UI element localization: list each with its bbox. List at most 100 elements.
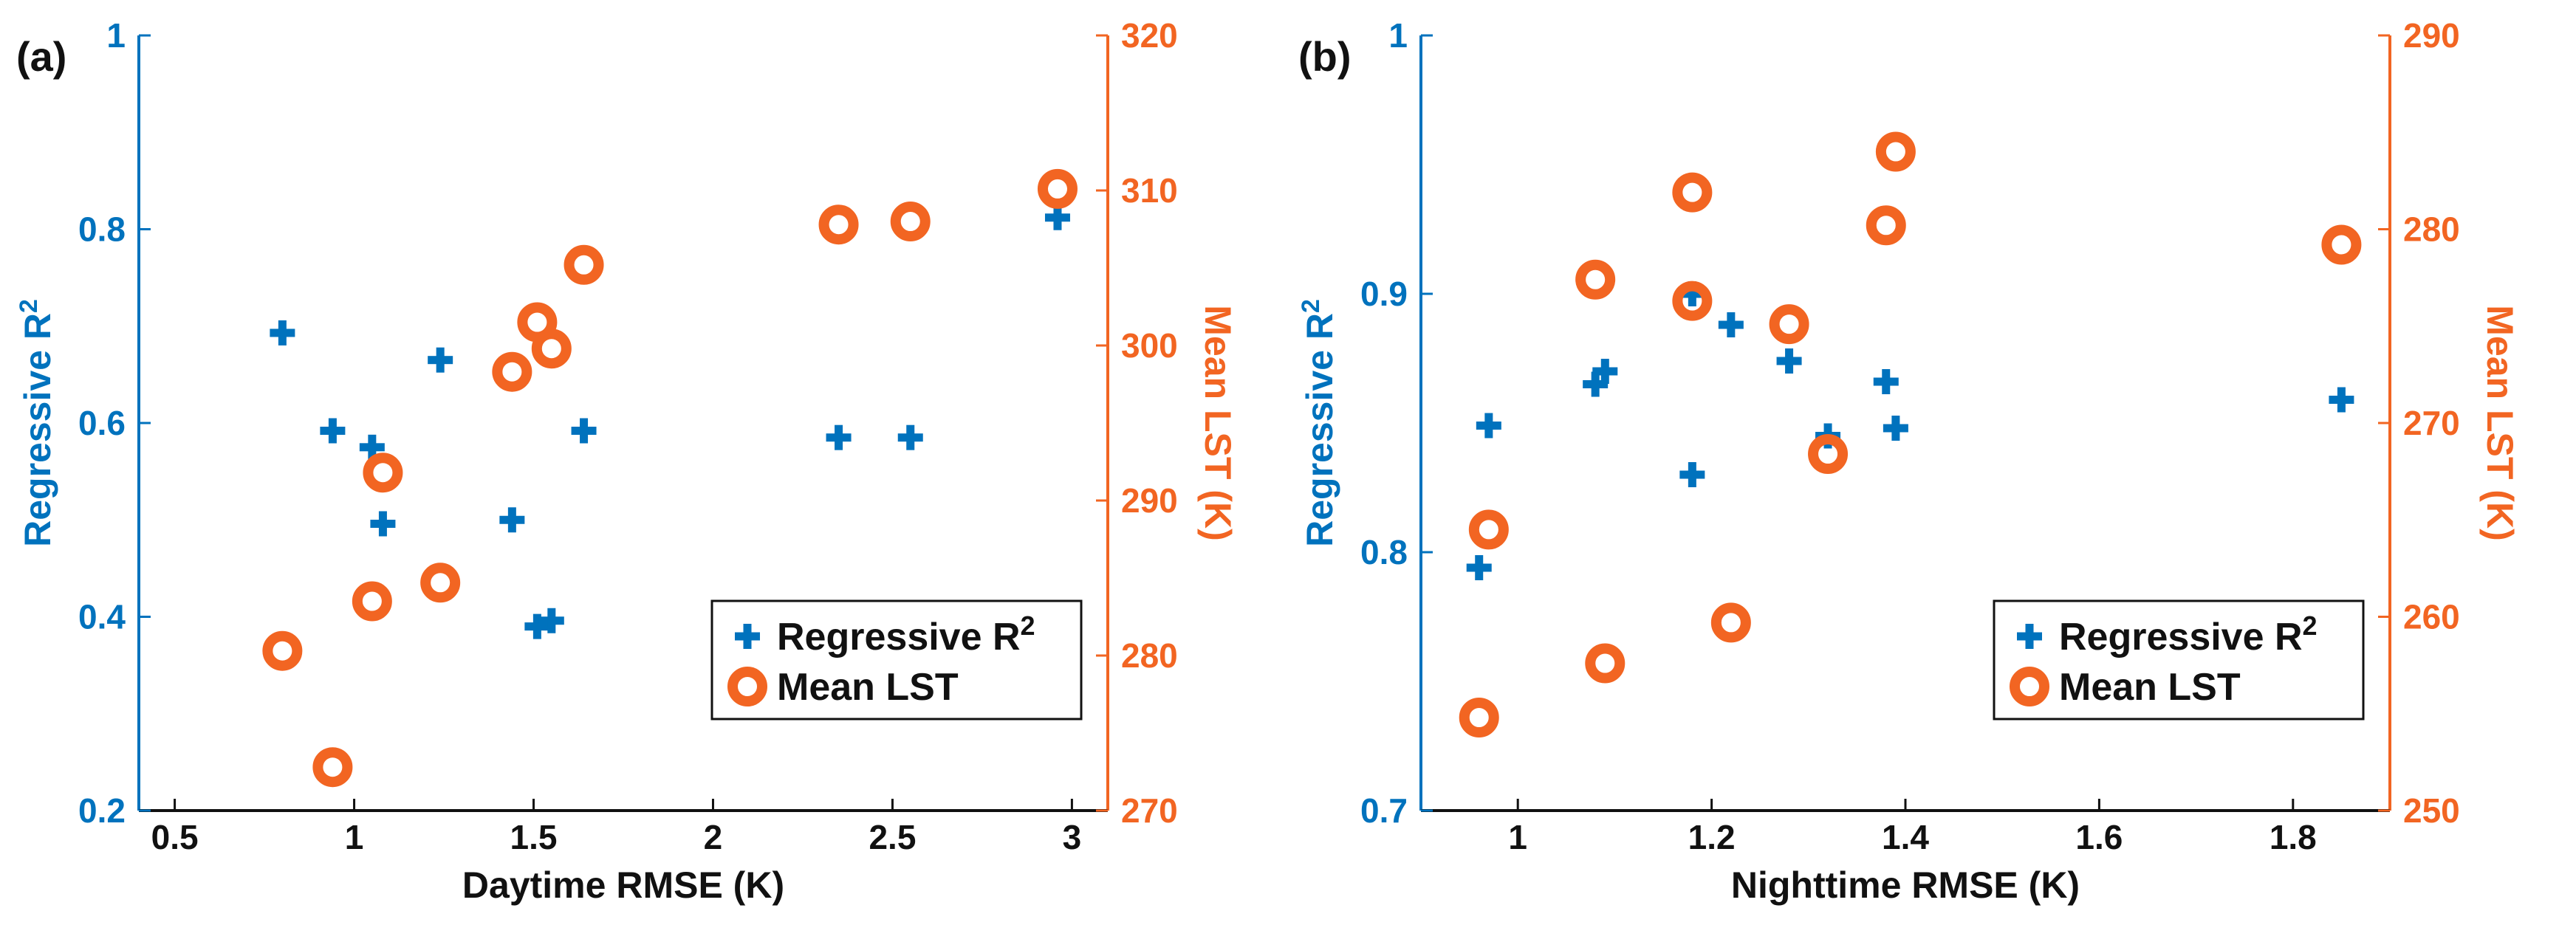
right-y-tick-label: 280 bbox=[1121, 636, 1178, 675]
lst-point bbox=[564, 244, 604, 285]
lst-point bbox=[420, 563, 461, 603]
r2-point bbox=[428, 347, 453, 373]
lst-point bbox=[1875, 131, 1916, 172]
r2-point bbox=[1776, 348, 1802, 374]
left-y-tick-label: 0.4 bbox=[78, 598, 126, 636]
left-axis-title-text: Regressive R bbox=[1299, 313, 1340, 547]
r2-point bbox=[499, 507, 525, 533]
left-y-tick-label: 0.8 bbox=[1360, 533, 1408, 571]
x-tick-label: 1.8 bbox=[2270, 818, 2317, 856]
legend-lst-marker bbox=[727, 667, 767, 706]
left-axis-title-text: Regressive R bbox=[17, 313, 58, 547]
r2-point bbox=[571, 418, 597, 444]
legend-lst-marker bbox=[2010, 667, 2049, 706]
left-axis-title-superscript: 2 bbox=[1297, 299, 1325, 313]
panel-b: (b) 1 1.2 1.4 1.6 1.8 0.7 0.8 0.9 1 250 260 270 280 29… bbox=[1297, 16, 2521, 906]
r2-point bbox=[359, 434, 385, 460]
x-tick-label: 1.6 bbox=[2075, 818, 2123, 856]
x-axis-title: Daytime RMSE (K) bbox=[462, 864, 784, 906]
lst-point bbox=[1585, 643, 1626, 684]
data-markers bbox=[262, 168, 1078, 788]
lst-point bbox=[363, 453, 403, 493]
r2-point bbox=[826, 424, 852, 450]
r2-point bbox=[538, 608, 564, 633]
legend-r2-label: Regressive R2 bbox=[777, 611, 1035, 658]
right-y-tick-label: 290 bbox=[2403, 16, 2460, 55]
r2-point bbox=[1583, 371, 1609, 397]
left-axis-title-superscript: 2 bbox=[15, 299, 43, 313]
left-y-tick-label: 0.7 bbox=[1360, 791, 1408, 830]
panel-a: (a) 0.5 1 1.5 2 2.5 3 0.2 0.4 0.6 0.8 1 270 280 290 300… bbox=[15, 16, 1239, 906]
lst-point bbox=[818, 204, 859, 245]
r2-point bbox=[1592, 359, 1618, 384]
legend-r2-label-text: Regressive R bbox=[2059, 616, 2303, 658]
legend-box bbox=[710, 599, 1083, 721]
lst-point bbox=[1672, 172, 1713, 213]
lst-point bbox=[1710, 602, 1751, 643]
x-tick-label: 2 bbox=[704, 818, 723, 856]
right-y-tick-label: 290 bbox=[1121, 481, 1178, 520]
legend-r2-label: Regressive R2 bbox=[2059, 611, 2318, 658]
x-tick-label: 3 bbox=[1063, 818, 1082, 856]
legend: Regressive R2 Mean LST bbox=[710, 599, 1083, 721]
r2-point bbox=[1679, 281, 1705, 306]
lst-point bbox=[1808, 434, 1849, 474]
legend-box bbox=[1993, 599, 2365, 721]
panel-label: (b) bbox=[1298, 33, 1352, 80]
lst-point bbox=[1866, 205, 1906, 246]
r2-point bbox=[1476, 413, 1501, 439]
x-tick-label: 0.5 bbox=[151, 818, 199, 856]
x-tick-label: 2.5 bbox=[869, 818, 916, 856]
right-y-tick-label: 270 bbox=[1121, 791, 1178, 830]
lst-point bbox=[1037, 168, 1078, 209]
lst-point bbox=[312, 747, 353, 788]
right-y-tick-label: 310 bbox=[1121, 171, 1178, 210]
legend-r2-label-superscript: 2 bbox=[1021, 611, 1035, 641]
lst-point bbox=[1459, 698, 1499, 737]
right-axis-title: Mean LST (K) bbox=[2479, 305, 2521, 540]
r2-point bbox=[370, 511, 396, 537]
right-y-tick-label: 270 bbox=[2403, 404, 2460, 442]
r2-point bbox=[897, 424, 923, 450]
x-tick-label: 1 bbox=[1508, 818, 1527, 856]
lst-point bbox=[1769, 304, 1809, 345]
lst-point bbox=[1468, 509, 1509, 550]
legend-r2-label-text: Regressive R bbox=[777, 616, 1021, 658]
left-axis-title: Regressive R2 bbox=[1297, 299, 1340, 547]
legend-lst-label: Mean LST bbox=[2059, 666, 2241, 709]
lst-point bbox=[890, 202, 931, 241]
lst-point bbox=[262, 630, 303, 671]
right-axis-title: Mean LST (K) bbox=[1197, 305, 1239, 540]
r2-point bbox=[1883, 416, 1908, 441]
data-markers bbox=[1459, 131, 2362, 737]
lst-point bbox=[531, 329, 572, 369]
r2-point bbox=[270, 320, 295, 345]
panel-label: (a) bbox=[16, 33, 66, 80]
left-y-tick-label: 1 bbox=[106, 16, 126, 55]
right-y-tick-label: 250 bbox=[2403, 791, 2460, 830]
left-axis-title: Regressive R2 bbox=[15, 299, 58, 547]
r2-point bbox=[1679, 462, 1705, 487]
lst-point bbox=[492, 351, 532, 392]
r2-point bbox=[1718, 312, 1744, 337]
r2-point bbox=[2329, 387, 2354, 413]
left-y-tick-label: 0.6 bbox=[78, 404, 126, 442]
left-y-tick-label: 0.9 bbox=[1360, 275, 1408, 313]
x-tick-label: 1 bbox=[345, 818, 364, 856]
x-tick-label: 1.2 bbox=[1688, 818, 1736, 856]
x-axis-title: Nighttime RMSE (K) bbox=[1731, 864, 2080, 906]
x-tick-label: 1.4 bbox=[1882, 818, 1929, 856]
x-tick-label: 1.5 bbox=[510, 818, 558, 856]
legend-r2-marker bbox=[2017, 624, 2042, 649]
legend-r2-marker bbox=[735, 624, 760, 649]
lst-point bbox=[352, 581, 392, 622]
legend-r2-label-superscript: 2 bbox=[2303, 611, 2318, 641]
lst-point bbox=[1575, 259, 1616, 300]
r2-point bbox=[1466, 555, 1492, 580]
left-y-tick-label: 1 bbox=[1388, 16, 1408, 55]
left-y-tick-label: 0.2 bbox=[78, 791, 126, 830]
legend: Regressive R2 Mean LST bbox=[1993, 599, 2365, 721]
right-y-tick-label: 300 bbox=[1121, 326, 1178, 365]
left-y-tick-label: 0.8 bbox=[78, 210, 126, 249]
